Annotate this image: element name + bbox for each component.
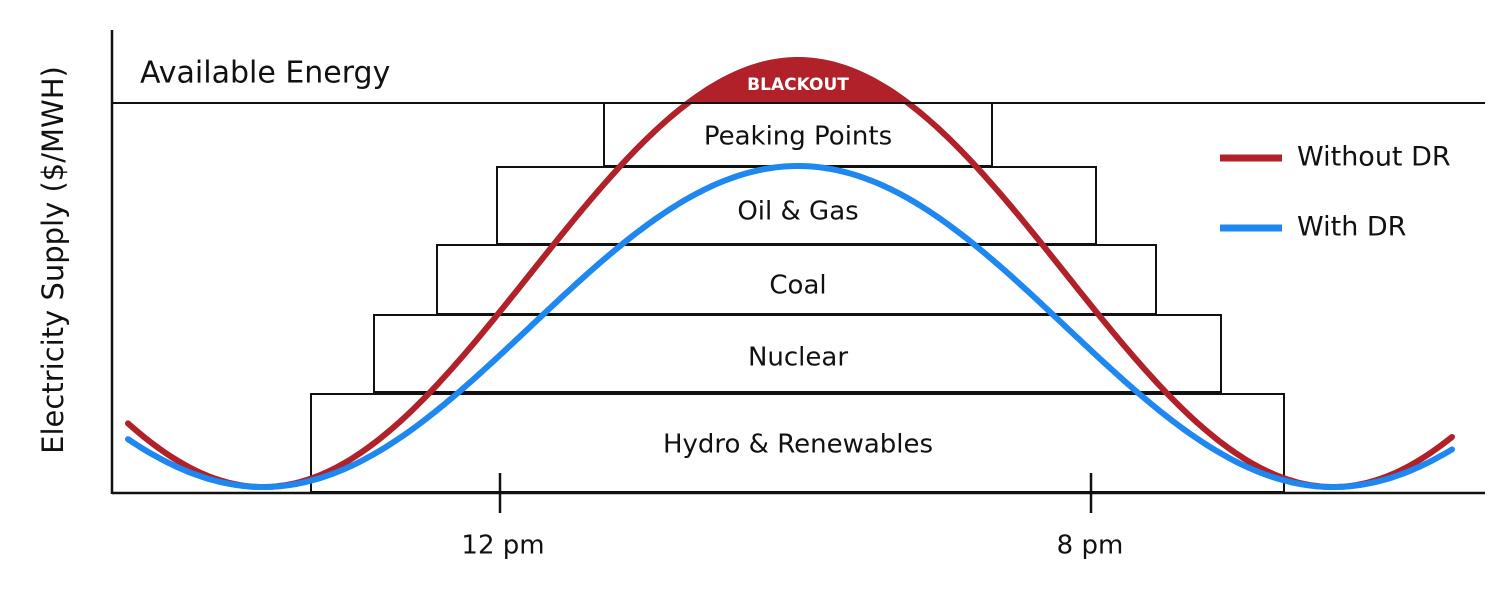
blocks	[310, 102, 1285, 493]
block-label: Nuclear	[748, 343, 848, 373]
x-label: 12 pm	[461, 531, 544, 561]
block-label: Coal	[769, 271, 826, 301]
without-dr-curve	[125, 57, 1455, 490]
legend-label: With DR	[1297, 212, 1406, 243]
x-label: 8 pm	[1057, 531, 1124, 561]
with-dr-curve	[125, 163, 1455, 490]
blackout-label: BLACKOUT	[747, 75, 849, 95]
block-nuclear	[373, 314, 1222, 393]
block-oil-gas	[496, 166, 1097, 245]
block-label: Peaking Points	[704, 122, 892, 152]
available-energy: Available Energy	[140, 56, 390, 91]
block-label: Hydro & Renewables	[663, 430, 933, 460]
block-hydro	[310, 393, 1285, 493]
legend-label: Without DR	[1297, 142, 1451, 173]
y-axis-label: Electricity Supply ($/MWH)	[36, 66, 70, 454]
blackout-area	[688, 60, 908, 103]
block-label: Oil & Gas	[737, 197, 858, 227]
